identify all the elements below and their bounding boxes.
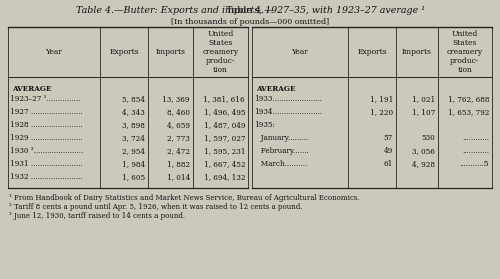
Text: 1, 496, 495: 1, 496, 495 (204, 108, 245, 116)
Text: 1, 220: 1, 220 (370, 108, 393, 116)
Text: 2, 472: 2, 472 (167, 147, 190, 155)
Text: ³ June 12, 1930, tariff raised to 14 cents a pound.: ³ June 12, 1930, tariff raised to 14 cen… (9, 212, 185, 220)
Text: 49: 49 (384, 147, 393, 155)
Text: 1928 .......................: 1928 ....................... (10, 121, 83, 129)
Text: February.......: February....... (254, 147, 309, 155)
Text: ² Tariff 8 cents a pound until Apr. 5, 1926, when it was raised to 12 cents a po: ² Tariff 8 cents a pound until Apr. 5, 1… (9, 203, 302, 211)
Text: ............: ............ (462, 134, 489, 142)
Text: 1, 653, 792: 1, 653, 792 (448, 108, 489, 116)
Text: 2, 954: 2, 954 (122, 147, 145, 155)
Text: Year: Year (46, 48, 62, 56)
Text: 1, 595, 231: 1, 595, 231 (204, 147, 245, 155)
Text: 1930 ³......................: 1930 ³...................... (10, 147, 83, 155)
Text: 1931 .......................: 1931 ....................... (10, 160, 83, 168)
Text: Imports: Imports (402, 48, 432, 56)
Text: 1, 381, 616: 1, 381, 616 (204, 95, 245, 103)
Text: March..........: March.......... (254, 160, 307, 168)
Text: Table 4.—: Table 4.— (226, 6, 274, 15)
Text: 57: 57 (384, 134, 393, 142)
Text: 1923–27 ¹...............: 1923–27 ¹............... (10, 95, 80, 103)
Text: 1, 667, 452: 1, 667, 452 (204, 160, 245, 168)
Text: 1929 .......................: 1929 ....................... (10, 134, 83, 142)
Text: 3, 898: 3, 898 (122, 121, 145, 129)
Text: 3, 056: 3, 056 (412, 147, 435, 155)
Text: 13, 369: 13, 369 (162, 95, 190, 103)
Text: 1, 014: 1, 014 (167, 173, 190, 181)
Text: 1, 191: 1, 191 (370, 95, 393, 103)
Text: 1927 .......................: 1927 ....................... (10, 108, 83, 116)
Text: January.........: January......... (254, 134, 308, 142)
Text: [In thousands of pounds—000 omitted]: [In thousands of pounds—000 omitted] (171, 18, 329, 26)
Text: 1, 107: 1, 107 (412, 108, 435, 116)
Text: 8, 460: 8, 460 (167, 108, 190, 116)
Text: Table 4.—​Butter: Exports and imports, 1927–35, with 1923–27 average ¹: Table 4.—​Butter: Exports and imports, 1… (76, 6, 424, 15)
Text: 4, 343: 4, 343 (122, 108, 145, 116)
Text: 1, 605: 1, 605 (122, 173, 145, 181)
Text: United
States
creamery
produc-
tion: United States creamery produc- tion (447, 30, 483, 74)
Text: 1935:: 1935: (254, 121, 275, 129)
Text: 1, 984: 1, 984 (122, 160, 145, 168)
Text: 4, 659: 4, 659 (167, 121, 190, 129)
Text: ............: ............ (462, 147, 489, 155)
Text: 1, 882: 1, 882 (167, 160, 190, 168)
Text: 1, 597, 027: 1, 597, 027 (204, 134, 245, 142)
Text: 5, 854: 5, 854 (122, 95, 145, 103)
Text: AVERAGE: AVERAGE (12, 85, 51, 93)
Text: Imports: Imports (156, 48, 186, 56)
Text: Exports: Exports (357, 48, 387, 56)
Text: 61: 61 (384, 160, 393, 168)
Text: 3, 724: 3, 724 (122, 134, 145, 142)
Text: 1934......................: 1934...................... (254, 108, 322, 116)
Text: 1, 694, 132: 1, 694, 132 (204, 173, 245, 181)
Text: ¹ From Handbook of Dairy Statistics and Market News Service, Bureau of Agricultu: ¹ From Handbook of Dairy Statistics and … (9, 194, 360, 202)
Text: 1932 .......................: 1932 ....................... (10, 173, 83, 181)
Text: 4, 928: 4, 928 (412, 160, 435, 168)
Text: ...........5: ...........5 (460, 160, 489, 168)
Text: 530: 530 (421, 134, 435, 142)
Text: 2, 773: 2, 773 (167, 134, 190, 142)
Text: 1933......................: 1933...................... (254, 95, 322, 103)
Text: 1, 021: 1, 021 (412, 95, 435, 103)
Text: AVERAGE: AVERAGE (256, 85, 296, 93)
Text: Year: Year (292, 48, 308, 56)
Text: 1, 487, 049: 1, 487, 049 (204, 121, 245, 129)
Text: Exports: Exports (109, 48, 139, 56)
Text: United
States
creamery
produc-
tion: United States creamery produc- tion (202, 30, 238, 74)
Text: 1, 762, 688: 1, 762, 688 (448, 95, 489, 103)
